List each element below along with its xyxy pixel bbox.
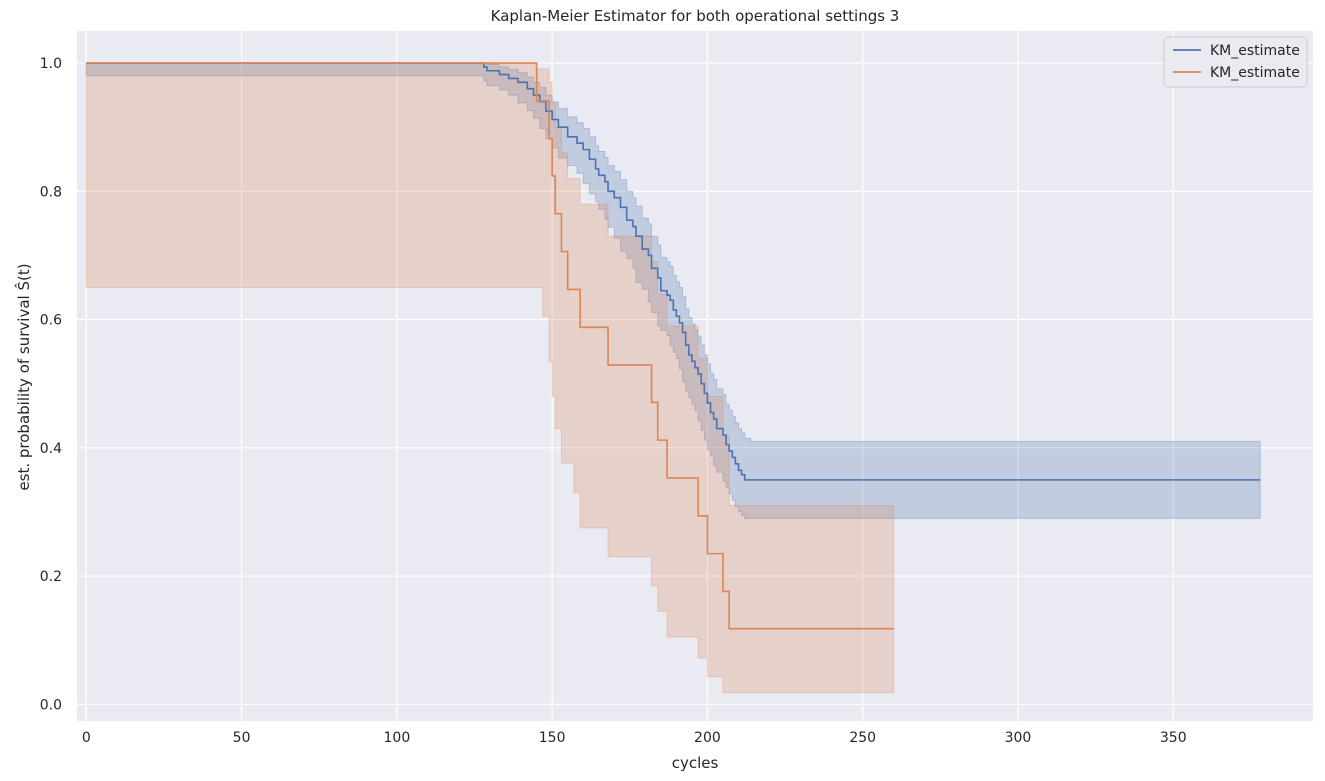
x-tick-label: 0 xyxy=(82,730,91,746)
legend-label-1: KM_estimate xyxy=(1210,65,1300,81)
x-tick-label: 100 xyxy=(384,730,411,746)
plot-area xyxy=(77,31,1313,721)
y-axis-label: est. probability of survival Ŝ(t) xyxy=(14,263,33,490)
y-tick-label: 1.0 xyxy=(40,56,62,72)
grid-lines xyxy=(77,31,1313,721)
x-axis-ticks: 0 50 100 150 200 250 300 350 xyxy=(82,730,1187,746)
legend: KM_estimate KM_estimate xyxy=(1163,36,1308,88)
km-line-1 xyxy=(86,62,894,630)
x-tick-label: 250 xyxy=(849,730,876,746)
x-tick-label: 300 xyxy=(1005,730,1032,746)
survival-lines xyxy=(86,62,1261,630)
x-tick-label: 150 xyxy=(539,730,566,746)
y-tick-label: 0.2 xyxy=(40,569,62,585)
confidence-bands xyxy=(85,62,1261,694)
y-tick-label: 0.8 xyxy=(40,184,62,200)
ci-band-0 xyxy=(85,62,1261,519)
chart-title: Kaplan-Meier Estimator for both operatio… xyxy=(491,7,900,25)
x-axis-label: cycles xyxy=(672,754,719,772)
ci-band-1 xyxy=(85,62,895,694)
x-tick-label: 50 xyxy=(233,730,251,746)
y-axis-ticks: 0.0 0.2 0.4 0.6 0.8 1.0 xyxy=(40,56,62,713)
y-tick-label: 0.4 xyxy=(40,441,62,457)
legend-label-0: KM_estimate xyxy=(1210,43,1300,59)
x-tick-label: 350 xyxy=(1160,730,1187,746)
y-tick-label: 0.0 xyxy=(40,697,62,713)
x-tick-label: 200 xyxy=(694,730,721,746)
y-tick-label: 0.6 xyxy=(40,313,62,329)
km-line-0 xyxy=(86,62,1261,481)
